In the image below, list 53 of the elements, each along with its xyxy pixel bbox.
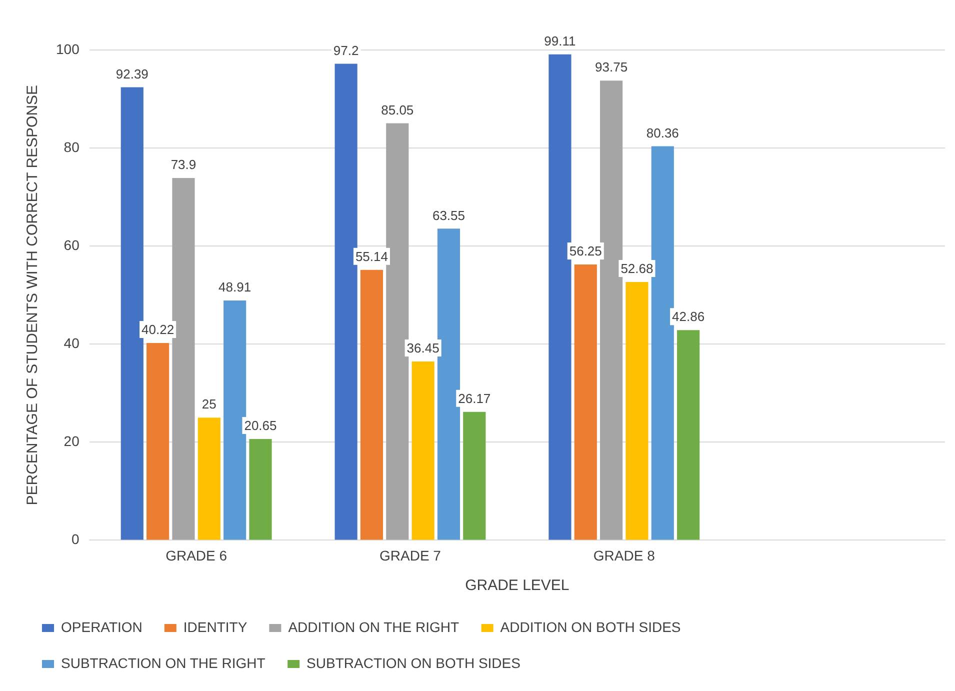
- bar: [386, 123, 409, 540]
- bar: [600, 80, 623, 540]
- bar: [334, 64, 358, 540]
- bar: [146, 343, 170, 540]
- data-label: 85.05: [381, 102, 414, 118]
- data-label: 92.39: [116, 66, 148, 82]
- legend-label: OPERATION: [61, 618, 142, 635]
- data-label: 20.65: [244, 418, 277, 434]
- bar: [574, 264, 597, 540]
- data-label: 63.55: [432, 208, 465, 223]
- data-label: 52.68: [620, 261, 654, 276]
- data-label: 55.14: [355, 248, 388, 264]
- x-axis-title: GRADE LEVEL: [465, 577, 570, 594]
- data-label: 48.91: [218, 280, 252, 295]
- bar: [677, 330, 700, 540]
- legend-label: SUBTRACTION ON BOTH SIDES: [306, 654, 520, 671]
- data-label: 36.45: [406, 340, 440, 356]
- bar: [548, 54, 572, 540]
- data-label: 26.17: [458, 390, 491, 406]
- data-label: 42.86: [672, 309, 705, 324]
- data-label: 99.11: [544, 33, 576, 48]
- bar: [172, 178, 195, 540]
- y-tick-label: 80: [64, 138, 80, 155]
- bar: [437, 228, 460, 540]
- x-tick-label: GRADE 6: [166, 547, 228, 564]
- bar: [412, 362, 434, 540]
- bar: [651, 146, 674, 540]
- x-tick-label: GRADE 8: [593, 547, 656, 564]
- bar: [198, 418, 220, 540]
- y-tick-label: 60: [64, 236, 80, 253]
- y-axis-title: PERCENTAGE OF STUDENTS WITH CORRECT RESPONSE: [24, 84, 42, 506]
- legend-label: IDENTITY: [183, 618, 248, 635]
- data-label: 93.75: [595, 60, 628, 75]
- data-label: 25: [202, 396, 216, 412]
- data-label: 40.22: [142, 322, 174, 338]
- legend-label: ADDITION ON THE RIGHT: [288, 618, 460, 635]
- y-tick-label: 100: [56, 40, 80, 57]
- bar: [224, 300, 246, 540]
- bar: [249, 438, 272, 540]
- y-tick-label: 0: [72, 531, 80, 548]
- bar: [120, 87, 144, 540]
- data-label: 97.2: [333, 42, 359, 58]
- y-tick-label: 20: [64, 433, 80, 450]
- bar: [360, 270, 384, 540]
- bar: [626, 282, 648, 540]
- data-label: 56.25: [569, 244, 602, 259]
- data-label: 73.9: [170, 157, 196, 172]
- y-tick-label: 40: [64, 334, 80, 351]
- bar: [463, 412, 486, 540]
- x-tick-label: GRADE 7: [379, 547, 442, 564]
- data-label: 80.36: [646, 125, 679, 140]
- legend-label: SUBTRACTION ON THE RIGHT: [61, 654, 266, 671]
- legend-label: ADDITION ON BOTH SIDES: [500, 618, 681, 635]
